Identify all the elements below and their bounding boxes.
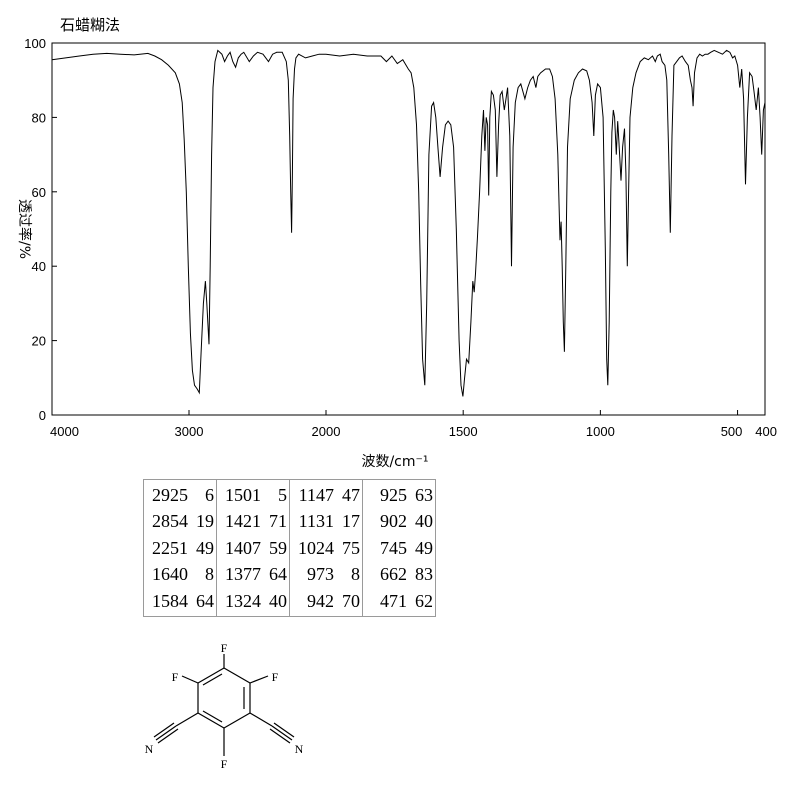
ir-spectrum-chart: 石蜡糊法 0 20 40 60 80 100 4000 3000 2000 1500 1000 50…: [16, 16, 777, 470]
peak-transmittance: 8: [351, 564, 360, 585]
peak-transmittance: 49: [196, 537, 214, 558]
peak-transmittance: 6: [205, 485, 214, 505]
peak-column: 2925 6 2854 19 2251 49 1640 8 1584 64: [143, 479, 217, 617]
peak-transmittance: 17: [342, 511, 360, 532]
x-tick-label: 2000: [312, 424, 341, 439]
peak-entry: 973 8: [294, 561, 360, 587]
peak-transmittance: 49: [415, 537, 433, 558]
peak-transmittance: 62: [415, 590, 433, 611]
y-tick-label: 40: [32, 259, 46, 274]
plot-frame: [51, 42, 766, 416]
peak-wavenumber: 1501: [225, 485, 261, 505]
y-tick-label: 60: [32, 185, 46, 200]
peak-wavenumber: 1147: [298, 485, 334, 505]
peak-wavenumber: 1324: [225, 590, 261, 611]
ring-bonds: [153, 654, 295, 756]
peak-wavenumber: 1131: [298, 511, 334, 532]
atom-nitrogen: N: [295, 742, 304, 756]
peak-wavenumber: 745: [380, 537, 407, 558]
peak-entry: 1131 17: [294, 508, 360, 534]
x-tick-label: 3000: [175, 424, 204, 439]
peak-transmittance: 64: [269, 564, 287, 585]
y-tick-label: 0: [39, 408, 46, 423]
peak-transmittance: 71: [269, 511, 287, 532]
peak-wavenumber: 2854: [152, 511, 188, 532]
peak-entry: 2925 6: [148, 482, 214, 508]
y-tick-label: 100: [24, 36, 46, 51]
peak-transmittance: 40: [415, 511, 433, 532]
peak-entry: 902 40: [367, 508, 433, 534]
x-tick-label: 500: [721, 424, 743, 439]
peak-wavenumber: 1584: [152, 590, 188, 611]
peak-transmittance: 19: [196, 511, 214, 532]
peak-transmittance: 47: [342, 485, 360, 505]
peak-wavenumber: 942: [307, 590, 334, 611]
peak-wavenumber: 471: [380, 590, 407, 611]
peak-wavenumber: 2251: [152, 537, 188, 558]
peak-entry: 2251 49: [148, 535, 214, 561]
peak-entry: 1640 8: [148, 561, 214, 587]
atom-fluorine: F: [221, 757, 228, 771]
molecule-structure: F F F F N N: [145, 641, 304, 771]
peak-entry: 925 63: [367, 482, 433, 508]
peak-transmittance: 64: [196, 590, 214, 611]
y-tick-label: 20: [32, 334, 46, 349]
peak-wavenumber: 1377: [225, 564, 261, 585]
chart-title: 石蜡糊法: [60, 16, 120, 34]
atom-nitrogen: N: [145, 742, 154, 756]
peak-transmittance: 40: [269, 590, 287, 611]
peak-entry: 942 70: [294, 588, 360, 614]
peak-wavenumber: 1421: [225, 511, 261, 532]
peak-transmittance: 59: [269, 537, 287, 558]
peak-wavenumber: 662: [380, 564, 407, 585]
atom-fluorine: F: [172, 670, 179, 684]
peak-wavenumber: 1407: [225, 537, 261, 558]
y-axis: 0 20 40 60 80 100: [24, 36, 57, 423]
peak-transmittance: 8: [205, 564, 214, 585]
peak-transmittance: 5: [278, 485, 287, 505]
peak-entry: 471 62: [367, 588, 433, 614]
y-tick-label: 80: [32, 110, 46, 125]
peak-entry: 1377 64: [221, 561, 287, 587]
peak-table: 2925 6 2854 19 2251 49 1640 8 1584 64 1501 5 1421 71 1…: [143, 479, 436, 618]
peak-column: 1501 5 1421 71 1407 59 1377 64 1324 40: [216, 479, 290, 617]
peak-transmittance: 83: [415, 564, 433, 585]
peak-transmittance: 63: [415, 485, 433, 505]
peak-wavenumber: 1640: [152, 564, 188, 585]
y-axis-title: 透过率/%: [16, 199, 33, 259]
x-tick-label: 400: [755, 424, 777, 439]
peak-entry: 1584 64: [148, 588, 214, 614]
peak-entry: 1147 47: [294, 482, 360, 508]
peak-entry: 745 49: [367, 535, 433, 561]
peak-wavenumber: 902: [380, 511, 407, 532]
peak-entry: 662 83: [367, 561, 433, 587]
peak-entry: 2854 19: [148, 508, 214, 534]
peak-entry: 1024 75: [294, 535, 360, 561]
peak-column: 925 63 902 40 745 49 662 83 471 62: [362, 479, 436, 617]
x-axis-title: 波数/cm⁻¹: [361, 454, 428, 470]
peak-entry: 1501 5: [221, 482, 287, 508]
atom-fluorine: F: [272, 670, 279, 684]
peak-wavenumber: 925: [380, 485, 407, 505]
atom-fluorine: F: [221, 641, 228, 655]
peak-column: 1147 47 1131 17 1024 75 973 8 942 70: [289, 479, 363, 617]
peak-entry: 1407 59: [221, 535, 287, 561]
peak-transmittance: 70: [342, 590, 360, 611]
peak-wavenumber: 2925: [152, 485, 188, 505]
peak-entry: 1324 40: [221, 588, 287, 614]
peak-wavenumber: 973: [307, 564, 334, 585]
x-tick-label: 4000: [50, 424, 79, 439]
x-tick-label: 1000: [586, 424, 615, 439]
peak-entry: 1421 71: [221, 508, 287, 534]
peak-wavenumber: 1024: [298, 537, 334, 558]
spectrum-line: [51, 49, 766, 397]
peak-transmittance: 75: [342, 537, 360, 558]
x-tick-label: 1500: [449, 424, 478, 439]
x-axis: 4000 3000 2000 1500 1000 500 400: [50, 410, 777, 439]
